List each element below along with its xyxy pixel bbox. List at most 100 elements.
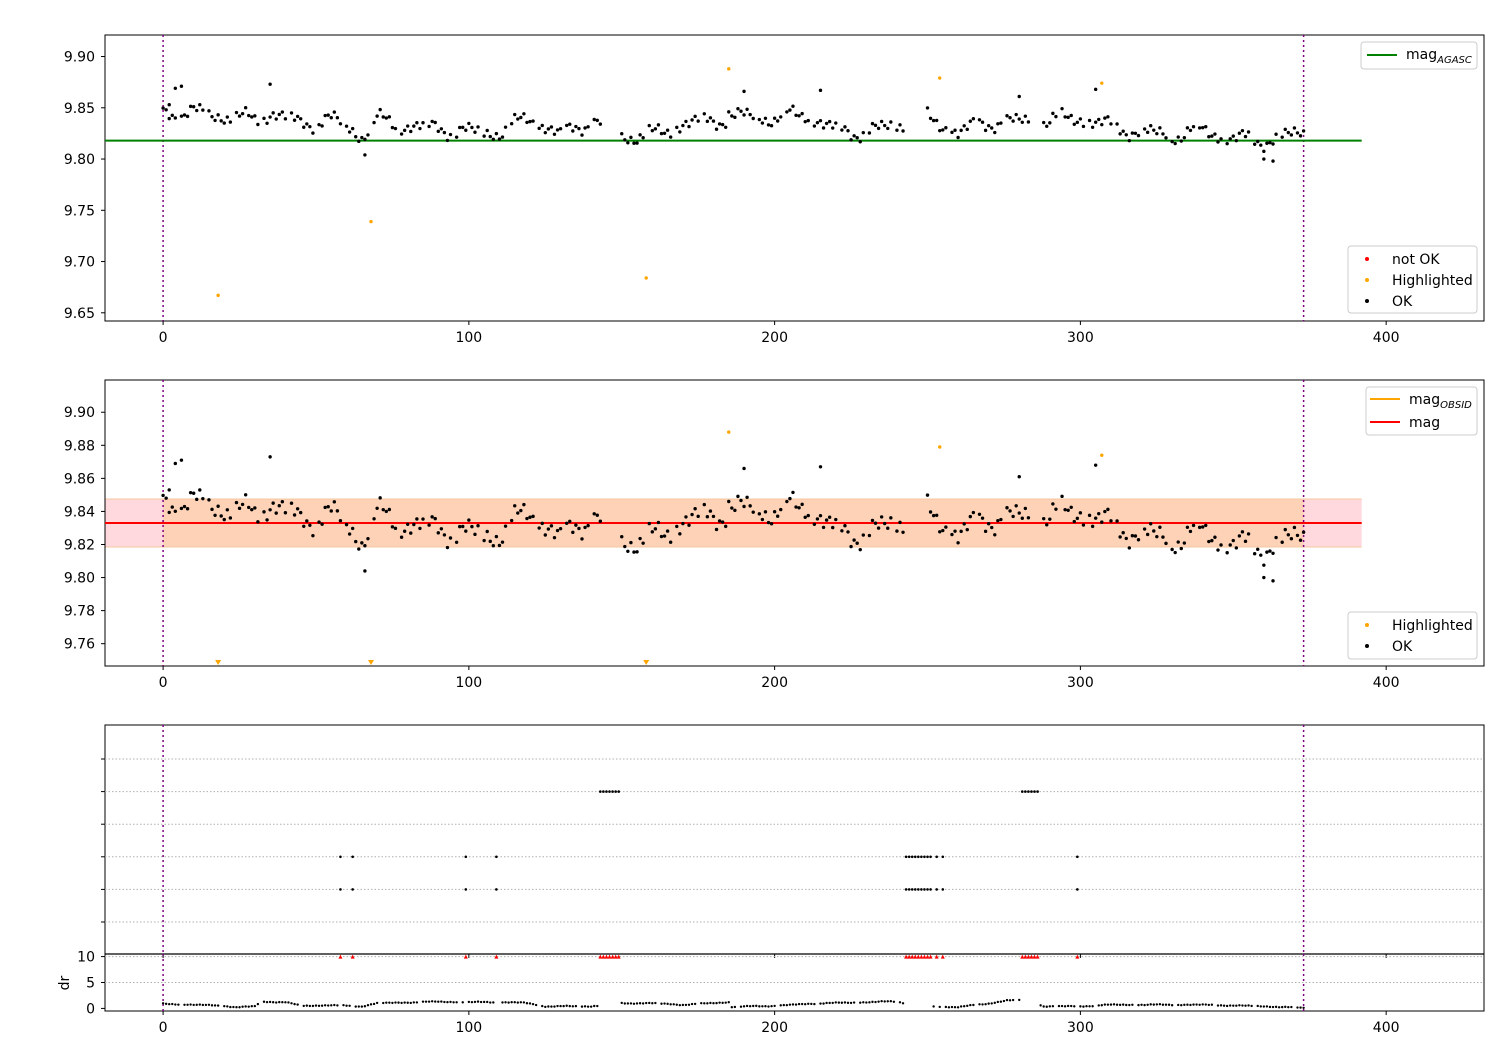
ok-point	[225, 508, 230, 512]
ok-point	[558, 127, 563, 131]
ok-point	[1262, 563, 1266, 567]
ok-point	[188, 490, 193, 495]
ok-point	[210, 507, 214, 512]
ok-point	[185, 507, 190, 511]
ok-points	[161, 82, 1306, 163]
ok-point	[1133, 534, 1138, 538]
dr-point	[1210, 1003, 1214, 1006]
ok-point	[730, 506, 734, 510]
dr-point	[336, 1004, 339, 1007]
flag-point	[935, 855, 938, 859]
ok-point	[665, 128, 670, 132]
ok-point	[1014, 112, 1018, 117]
ok-point	[513, 112, 517, 117]
dr-point	[1302, 1006, 1305, 1009]
flag-point	[339, 888, 342, 891]
ok-point	[1011, 514, 1015, 519]
dr-point	[510, 1001, 513, 1004]
dr-point	[164, 1002, 168, 1006]
ok-point	[555, 128, 560, 132]
ok-point	[170, 505, 174, 509]
ok-point	[840, 128, 844, 132]
ok-point	[488, 539, 492, 544]
legend-label-text: mag	[1409, 415, 1440, 431]
ok-point	[485, 128, 489, 133]
ok-point	[1252, 142, 1257, 146]
ok-point	[1026, 516, 1031, 520]
dr-point	[1002, 999, 1006, 1003]
ok-point	[586, 125, 590, 129]
ok-point	[1243, 539, 1248, 544]
dr-capped-marker	[613, 954, 618, 959]
ok-point	[228, 120, 233, 124]
ok-point	[1106, 115, 1110, 119]
ok-point	[412, 522, 416, 527]
dr-point	[874, 1000, 877, 1004]
highlighted-point	[1100, 81, 1104, 85]
y-tick-label: 10	[77, 950, 95, 966]
y-tick-label: 9.70	[64, 255, 95, 271]
ok-point	[962, 124, 966, 128]
dr-point	[247, 1005, 250, 1008]
dr-point	[675, 1003, 678, 1006]
dr-point	[1256, 1004, 1259, 1008]
ok-point	[565, 521, 569, 526]
ok-point	[357, 139, 361, 144]
ok-point	[406, 522, 410, 526]
dr-point	[1097, 1004, 1100, 1007]
ok-point	[415, 120, 419, 125]
ok-point	[690, 512, 694, 517]
dr-point	[1161, 1003, 1165, 1006]
ok-point	[641, 541, 645, 545]
ok-point	[748, 112, 752, 117]
dr-point	[1125, 1003, 1128, 1007]
flag-point	[917, 855, 920, 859]
dr-point	[522, 1001, 526, 1004]
ok-point	[791, 104, 795, 108]
ok-point	[870, 121, 875, 126]
ok-point	[950, 130, 954, 135]
dr-point	[1073, 1005, 1076, 1008]
dr-point	[327, 1004, 330, 1007]
ok-point	[1063, 115, 1067, 119]
ok-point	[849, 544, 853, 549]
dr-point	[434, 1000, 437, 1003]
flag-point	[1033, 790, 1036, 793]
ok-point	[843, 523, 847, 528]
dr-capped-markers	[338, 954, 1080, 959]
ok-point	[568, 519, 572, 524]
y-tick-label: 9.84	[64, 504, 95, 520]
ok-point	[247, 113, 251, 118]
ok-point	[1014, 504, 1018, 508]
dr-point	[571, 1005, 575, 1008]
ok-point	[360, 135, 364, 140]
dr-point	[620, 1001, 623, 1005]
dr-point	[323, 1004, 327, 1007]
dr-point	[366, 1004, 370, 1007]
ok-point	[1109, 122, 1113, 126]
ok-point	[1155, 131, 1159, 136]
dr-point	[807, 1002, 810, 1006]
dr-point	[1121, 1003, 1125, 1006]
ok-point	[629, 540, 633, 545]
highlighted-points	[216, 67, 1104, 298]
ok-point	[326, 113, 330, 117]
dr-point	[932, 1005, 935, 1008]
ok-point	[800, 502, 804, 507]
legend-bottom: not OK Highlighted OK	[1347, 245, 1478, 314]
ok-point	[372, 517, 376, 521]
legend-point-swatch	[1365, 644, 1369, 648]
ok-point	[595, 513, 599, 517]
ok-point	[794, 113, 798, 118]
dr-point	[889, 1000, 893, 1003]
dr-point	[550, 1005, 553, 1008]
ok-point	[886, 526, 890, 530]
dr-point	[1183, 1003, 1186, 1007]
dr-point	[1219, 1004, 1223, 1007]
panel-1-frame	[104, 34, 1485, 322]
ok-point	[393, 126, 398, 131]
dr-point	[886, 1000, 889, 1003]
dr-point	[1207, 1003, 1211, 1007]
ok-point	[592, 117, 596, 122]
panel-2-y-axis: 9.76 9.78 9.80 9.82 9.84 9.86 9.88 9.90	[64, 405, 105, 653]
